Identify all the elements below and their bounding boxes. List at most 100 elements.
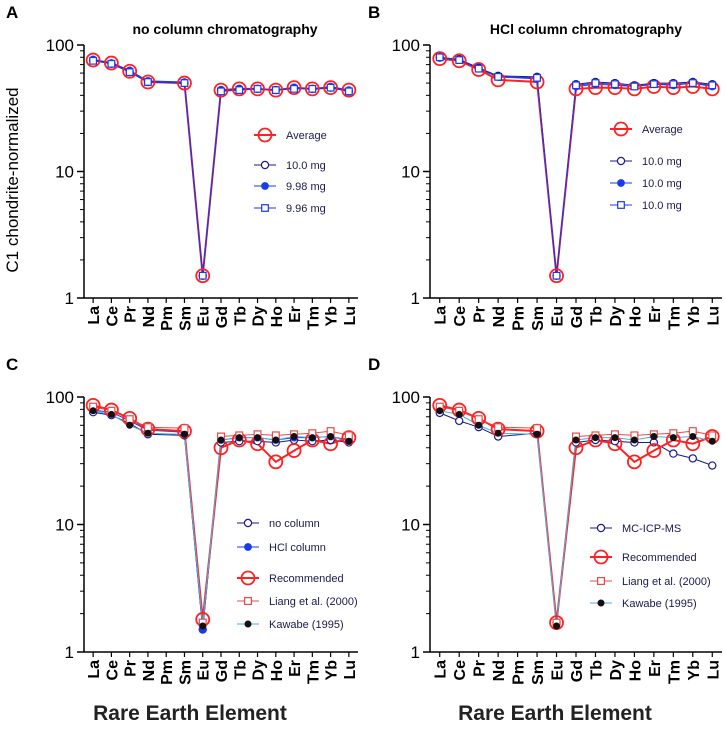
data-point [268,454,284,470]
y-axis-label-text: C1 chondrite-normalized [3,87,22,272]
legend-label: HCl column [269,542,326,554]
legend-entry: Average [610,121,683,137]
data-point [254,434,262,442]
x-tick-label-la: La [86,660,103,679]
data-point [708,461,717,470]
x-tick-label-er: Er [287,306,304,323]
data-point [533,430,541,438]
data-point [451,53,467,69]
x-tick-label-pm: Pm [159,306,176,331]
x-tick-label-pr: Pr [472,306,489,323]
data-point [591,79,600,87]
legend-marker [617,179,625,187]
legend-label: 10.0 mg [642,200,682,212]
x-tick-label-lu: Lu [342,660,359,680]
data-point [89,56,98,65]
data-point [250,81,265,97]
x-tick-label-lu: Lu [705,660,722,680]
x-tick-label-tm: Tm [305,306,322,330]
data-point [104,55,119,71]
data-point [475,421,483,429]
y-tick-label: 100 [46,36,74,55]
x-tick-label-tm: Tm [305,660,322,684]
legend-label: Kawabe (1995) [622,598,697,610]
legend-marker [613,121,629,137]
x-tick-label-tb: Tb [588,660,605,680]
legend-entry: 9.98 mg [254,181,326,193]
data-point [611,80,619,89]
data-point [549,268,564,284]
data-point [649,80,658,89]
data-point [454,416,464,426]
legend-marker [597,599,605,607]
data-point [198,271,207,280]
x-tick-label-dy: Dy [251,660,268,681]
legend-entry: MC-ICP-MS [590,523,681,535]
data-point [107,59,116,68]
x-tick-label-pr: Pr [472,660,489,677]
x-tick-label-tm: Tm [666,660,683,684]
x-tick-label-sm: Sm [530,660,547,685]
x-tick-label-yb: Yb [686,306,703,327]
data-point [235,86,244,95]
x-tick-label-gd: Gd [214,660,231,682]
x-tick-label-dy: Dy [608,306,625,327]
legend-marker [244,543,252,551]
legend-entry: HCl column [237,542,326,554]
data-point [345,437,353,445]
panel-title: no column chromatography [132,21,317,37]
data-point [435,53,444,62]
x-tick-label-ho: Ho [627,660,644,682]
x-tick-label-ce: Ce [452,660,469,681]
legend-label: no column [269,518,320,530]
x-tick-label-gd: Gd [569,660,586,682]
legend-label: MC-ICP-MS [622,523,681,535]
legend-entry: 10.0 mg [254,160,326,172]
legend-entry: Liang et al. (2000) [237,596,358,608]
data-point [533,73,541,82]
data-point [177,75,192,91]
data-point [272,436,280,444]
data-point [611,434,619,442]
y-tick-label: 1 [411,289,420,308]
x-tick-label-nd: Nd [491,306,508,327]
legend-entry: 10.0 mg [610,178,682,190]
x-tick-label-nd: Nd [141,306,158,327]
legend-marker [617,201,625,209]
data-point [688,454,697,463]
data-point [432,51,448,67]
data-point [140,74,156,90]
data-point [122,63,138,79]
data-point [688,79,697,87]
data-point [286,80,302,96]
x-tick-label-tb: Tb [588,306,605,326]
data-point [630,436,638,444]
data-point [126,421,134,429]
data-point [107,410,115,418]
data-point [253,84,262,93]
x-tick-label-ho: Ho [269,660,286,682]
series-markers [432,51,720,284]
y-tick-label: 10 [401,163,420,182]
panel-d-chart: D 1 10 100 La Ce Pr Nd Pm Sm Eu Gd Tb Dy Ho Er Tm Yb Lu MC-… [368,355,722,685]
legend-marker [596,523,606,533]
legend-label: 10.0 mg [286,160,326,172]
y-tick-label: 1 [65,289,74,308]
data-point [85,52,101,68]
data-point [327,433,335,440]
data-point [235,434,243,442]
data-point [553,622,561,630]
legend-label: 10.0 mg [642,156,682,168]
x-tick-label-la: La [433,306,450,325]
x-tick-label-la: La [433,660,450,679]
panel-label-a: A [6,3,18,22]
legend-entry: Recommended [590,549,697,565]
data-point [290,433,298,440]
y-tick-label: 10 [55,516,74,535]
y-tick-label: 10 [401,516,420,535]
legend-marker [257,127,273,143]
legend-label: 9.96 mg [286,203,326,215]
x-tick-label-sm: Sm [530,306,547,331]
x-tick-label-lu: Lu [342,306,359,326]
data-point [591,434,599,442]
